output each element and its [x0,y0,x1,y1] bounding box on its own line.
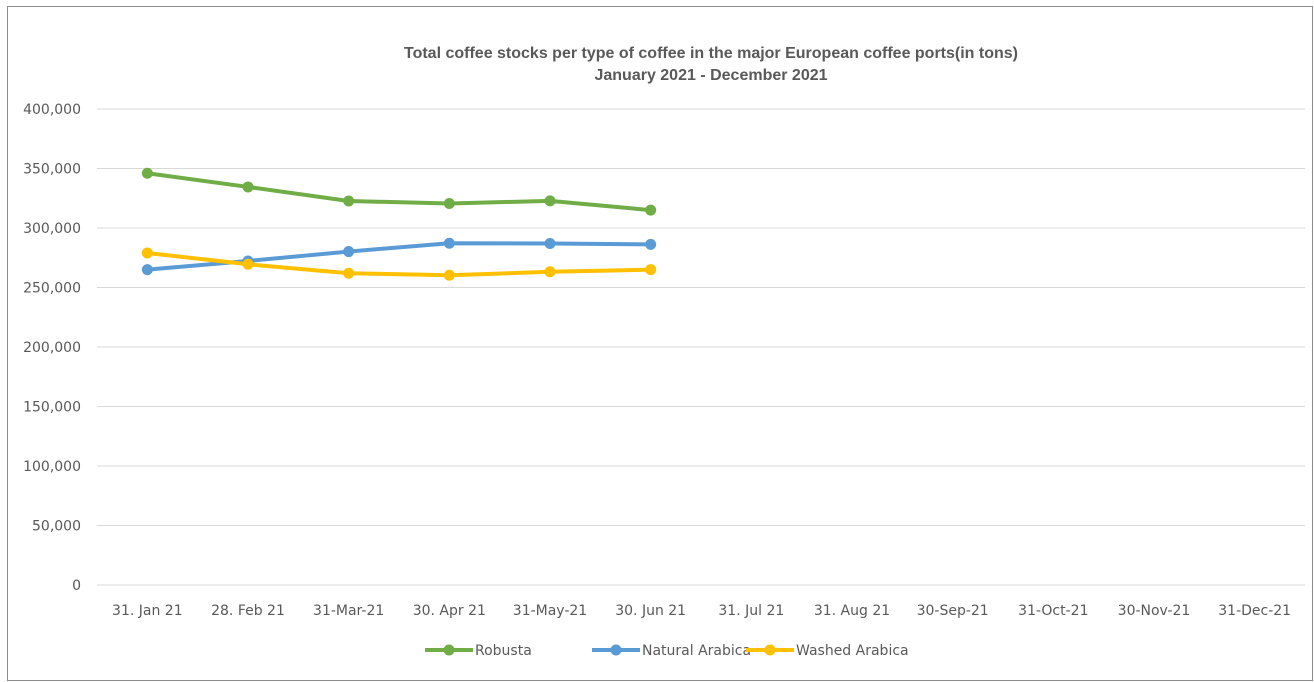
y-tick-label: 300,000 [23,221,81,237]
x-tick-label: 30. Apr 21 [413,603,486,619]
legend-label-robusta: Robusta [475,643,532,659]
chart-container: Total coffee stocks per type of coffee i… [7,6,1313,681]
robusta-point [443,197,455,209]
x-tick-label: 31. Aug 21 [814,603,890,619]
line-chart: Total coffee stocks per type of coffee i… [23,45,1305,659]
legend: Robusta Natural Arabica Washed Arabica [425,643,909,659]
robusta-point [645,204,657,216]
washed-arabica-point [343,267,355,279]
robusta-point [343,195,355,207]
x-tick-label: 30. Jun 21 [615,603,686,619]
y-tick-label: 100,000 [23,459,81,475]
chart-title: Total coffee stocks per type of coffee i… [404,45,1018,62]
x-tick-label: 31-Oct-21 [1018,603,1088,619]
x-axis-ticks: 31. Jan 21 28. Feb 21 31-Mar-21 30. Apr 21 3… [112,603,1291,619]
y-axis-ticks: 0 50,000 100,000 150,000 200,000 250,000 300,0… [23,102,81,594]
x-tick-label: 31-May-21 [513,603,587,619]
robusta-point [141,167,153,179]
series-lines [141,167,657,281]
washed-arabica-point [645,264,657,276]
x-tick-label: 31-Mar-21 [313,603,384,619]
x-tick-label: 28. Feb 21 [211,603,285,619]
gridlines [97,108,1305,586]
legend-label-washed-arabica: Washed Arabica [796,643,909,659]
natural-arabica-point [544,237,556,249]
legend-label-natural-arabica: Natural Arabica [642,643,751,659]
y-tick-label: 400,000 [23,102,81,118]
x-tick-label: 31-Dec-21 [1218,603,1291,619]
washed-arabica-point [544,266,556,278]
washed-arabica-point [141,247,153,259]
y-tick-label: 150,000 [23,400,81,416]
washed-arabica-point [443,269,455,281]
natural-arabica-point [141,264,153,276]
y-tick-label: 200,000 [23,340,81,356]
x-tick-label: 30-Nov-21 [1118,603,1191,619]
x-tick-label: 30-Sep-21 [917,603,989,619]
washed-arabica-point [242,258,254,270]
y-tick-label: 0 [72,578,81,594]
legend-marker-natural-arabica [610,644,622,656]
natural-arabica-point [645,238,657,250]
robusta-line [145,171,653,213]
legend-marker-robusta [443,644,455,656]
natural-arabica-point [343,246,355,258]
y-tick-label: 250,000 [23,281,81,297]
y-tick-label: 350,000 [23,162,81,178]
natural-arabica-line [145,241,653,272]
chart-subtitle: January 2021 - December 2021 [594,67,827,84]
natural-arabica-point [443,237,455,249]
robusta-point [544,195,556,207]
x-tick-label: 31. Jan 21 [112,603,183,619]
robusta-point [242,181,254,193]
x-tick-label: 31. Jul 21 [718,603,784,619]
y-tick-label: 50,000 [32,519,81,535]
legend-marker-washed-arabica [764,644,776,656]
washed-arabica-line [145,250,653,278]
